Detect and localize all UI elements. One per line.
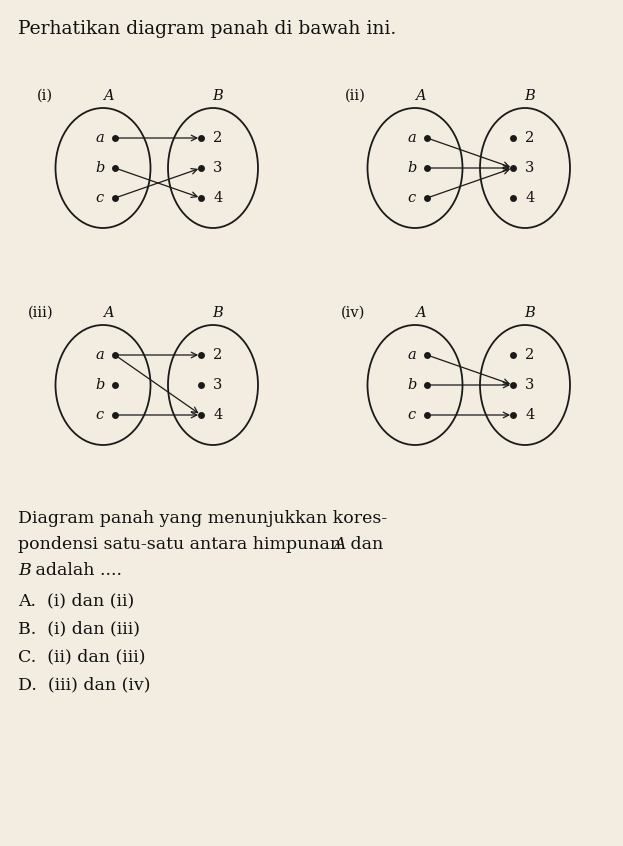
Text: B: B (525, 89, 535, 103)
Text: b: b (407, 161, 417, 175)
Text: 2: 2 (213, 131, 222, 145)
Text: Perhatikan diagram panah di bawah ini.: Perhatikan diagram panah di bawah ini. (18, 20, 396, 38)
Text: pondensi satu-satu antara himpunan: pondensi satu-satu antara himpunan (18, 536, 346, 553)
Text: A: A (415, 306, 426, 320)
Text: c: c (408, 191, 416, 205)
Text: 4: 4 (525, 408, 535, 422)
Text: A: A (103, 89, 113, 103)
Text: 3: 3 (525, 378, 535, 392)
Text: (i): (i) (37, 89, 54, 103)
Text: c: c (96, 408, 104, 422)
Text: 2: 2 (525, 348, 535, 362)
Text: (iii): (iii) (28, 306, 54, 320)
Text: adalah ....: adalah .... (30, 562, 122, 579)
Text: B: B (212, 306, 224, 320)
Text: A: A (333, 536, 346, 553)
Text: (ii): (ii) (345, 89, 366, 103)
Text: 3: 3 (525, 161, 535, 175)
Text: 3: 3 (213, 378, 222, 392)
Text: 4: 4 (213, 191, 222, 205)
Text: 4: 4 (525, 191, 535, 205)
Text: 2: 2 (213, 348, 222, 362)
Text: b: b (407, 378, 417, 392)
Text: A.  (i) dan (ii): A. (i) dan (ii) (18, 592, 134, 609)
Text: c: c (96, 191, 104, 205)
Text: D.  (iii) dan (iv): D. (iii) dan (iv) (18, 676, 151, 693)
Text: b: b (95, 378, 105, 392)
Text: a: a (95, 131, 105, 145)
Text: 2: 2 (525, 131, 535, 145)
Text: B: B (18, 562, 31, 579)
Text: B.  (i) dan (iii): B. (i) dan (iii) (18, 620, 140, 637)
Text: 3: 3 (213, 161, 222, 175)
Text: b: b (95, 161, 105, 175)
Text: A: A (103, 306, 113, 320)
Text: a: a (95, 348, 105, 362)
Text: B: B (525, 306, 535, 320)
Text: a: a (407, 131, 416, 145)
Text: C.  (ii) dan (iii): C. (ii) dan (iii) (18, 648, 146, 665)
Text: a: a (407, 348, 416, 362)
Text: 4: 4 (213, 408, 222, 422)
Text: dan: dan (345, 536, 383, 553)
Text: A: A (415, 89, 426, 103)
Text: (iv): (iv) (341, 306, 366, 320)
Text: B: B (212, 89, 224, 103)
Text: c: c (408, 408, 416, 422)
Text: Diagram panah yang menunjukkan kores-: Diagram panah yang menunjukkan kores- (18, 510, 388, 527)
